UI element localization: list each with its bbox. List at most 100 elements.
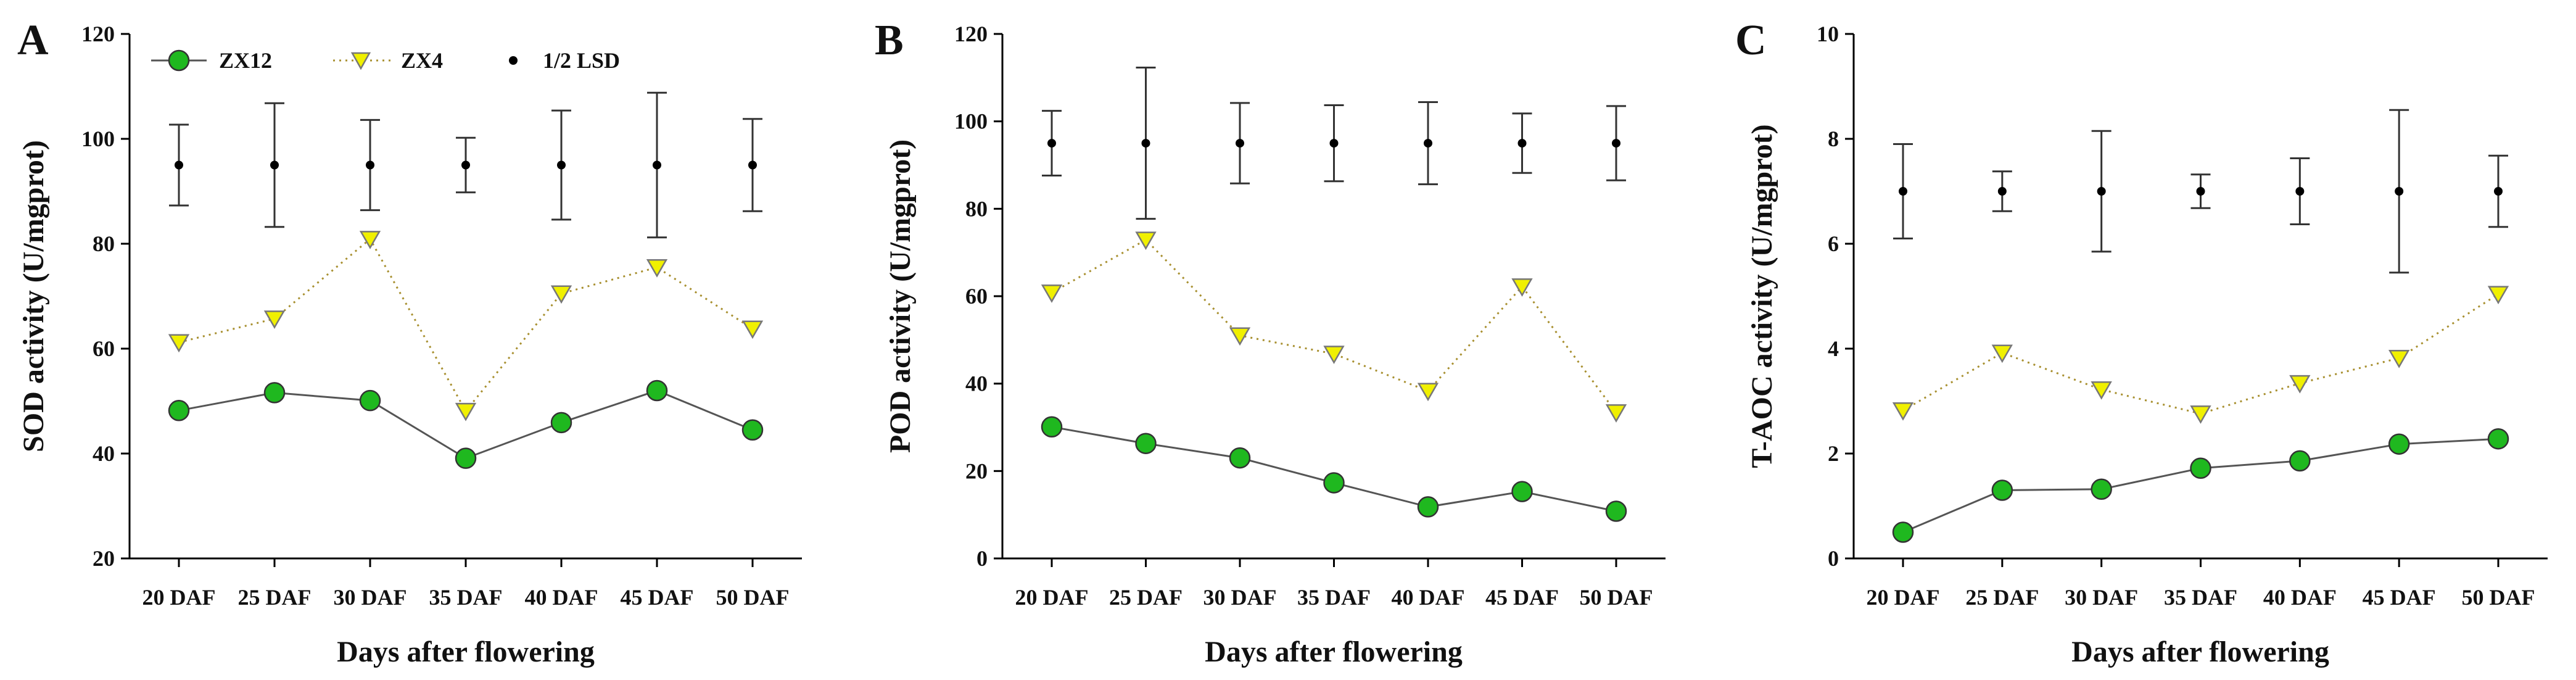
series-zx4-point <box>550 285 572 304</box>
y-tick-label: 120 <box>954 22 988 46</box>
lsd-point <box>1236 139 1244 148</box>
lsd-point <box>653 160 661 170</box>
x-tick-label: 50 DAF <box>1580 585 1653 610</box>
x-axis-title: Days after flowering <box>2071 636 2329 668</box>
series-zx12-point <box>1511 481 1533 502</box>
y-axis-title: T-AOC activity (U/mgprot) <box>1746 124 1778 468</box>
y-tick-label: 120 <box>81 22 115 46</box>
series-zx12-point <box>741 419 764 441</box>
legend-zx4-label: ZX4 <box>401 48 443 73</box>
y-tick-label: 4 <box>1828 336 1839 361</box>
x-tick-label: 25 DAF <box>238 585 312 610</box>
legend-zx12-marker <box>168 49 190 72</box>
series-zx4-line <box>178 238 753 413</box>
series-zx4-point <box>1511 278 1533 297</box>
y-tick-label: 40 <box>965 371 988 396</box>
x-tick-label: 35 DAF <box>1297 585 1371 610</box>
x-tick-label: 30 DAF <box>2065 585 2138 610</box>
series-zx4-point <box>263 310 286 330</box>
series-zx4-point <box>1135 231 1157 251</box>
y-tick-label: 20 <box>965 458 988 483</box>
lsd-point <box>2494 187 2503 196</box>
series-zx4-point <box>1041 284 1063 303</box>
lsd-point <box>2395 187 2404 196</box>
series-zx12-point <box>2487 428 2509 450</box>
x-axis-title: Days after flowering <box>1205 636 1463 668</box>
legend-lsd-marker <box>509 56 518 65</box>
lsd-point <box>1047 139 1056 148</box>
x-tick-label: 20 DAF <box>142 585 216 610</box>
series-zx4-point <box>1323 346 1345 365</box>
series-zx4-point <box>1892 402 1914 421</box>
series-zx12-line <box>1902 437 2499 533</box>
series-zx4-point <box>455 402 477 421</box>
series-zx12-point <box>2190 457 2211 479</box>
chart-panel-a: A 20 40 60 80 100 120 20 DAF 25 DAF 30 DAF 35 DAF 4… <box>17 17 802 668</box>
x-tick-label: 20 DAF <box>1015 585 1089 610</box>
series-zx4-point <box>2487 286 2509 305</box>
panel-letter: B <box>875 17 904 64</box>
lsd-point <box>1899 187 1907 196</box>
series-zx12-point <box>455 447 477 469</box>
x-axis-title: Days after flowering <box>337 636 595 668</box>
lsd-point <box>366 160 374 170</box>
series-zx4-line <box>1051 238 1617 413</box>
legend: ZX12 ZX4 1/2 LSD <box>151 48 620 73</box>
y-tick-label: 0 <box>1828 546 1839 571</box>
legend-zx4-marker <box>350 52 371 70</box>
series-zx4-point <box>646 259 668 278</box>
y-tick-label: 8 <box>1828 126 1839 151</box>
legend-zx12-label: ZX12 <box>219 48 272 73</box>
series-zx4-point <box>741 320 764 339</box>
x-tick-label: 50 DAF <box>716 585 790 610</box>
series-zx12-point <box>1135 433 1157 454</box>
x-tick-label: 25 DAF <box>1965 585 2039 610</box>
series-zx4-point <box>168 334 190 353</box>
lsd-point <box>557 160 566 170</box>
lsd-point <box>1424 139 1432 148</box>
series-zx4-point <box>1229 327 1251 346</box>
series-zx12-point <box>168 400 190 421</box>
panel-letter: C <box>1735 17 1767 64</box>
x-tick-label: 40 DAF <box>1392 585 1465 610</box>
y-axis-title: POD activity (U/mgprot) <box>884 139 917 453</box>
y-tick-label: 80 <box>93 231 115 256</box>
series-zx12-point <box>2091 478 2112 500</box>
y-tick-label: 60 <box>965 284 988 309</box>
series-zx12-point <box>646 379 668 402</box>
panel-letter: A <box>17 17 49 64</box>
y-tick-label: 2 <box>1828 441 1839 466</box>
series-zx12-point <box>1229 447 1251 469</box>
series-zx4-point <box>2388 350 2410 368</box>
x-tick-label: 30 DAF <box>334 585 407 610</box>
chart-panel-c: C 0 2 4 6 8 10 20 DAF 25 DAF 30 DAF 35 DAF 40 DAF 45… <box>1735 17 2548 668</box>
x-tick-label: 45 DAF <box>1485 585 1559 610</box>
series-zx12-point <box>2388 433 2410 455</box>
lsd-point <box>270 160 279 170</box>
x-tick-label: 35 DAF <box>429 585 503 610</box>
series-zx4-line <box>1902 293 2499 415</box>
series-zx12-point <box>2289 450 2311 472</box>
series-zx12-point <box>1991 479 2013 501</box>
y-axis-title: SOD activity (U/mgprot) <box>17 140 50 452</box>
y-tick-label: 0 <box>976 546 988 571</box>
y-tick-label: 40 <box>93 441 115 466</box>
series-zx4-point <box>1605 404 1627 423</box>
x-tick-label: 35 DAF <box>2164 585 2237 610</box>
y-tick-label: 6 <box>1828 231 1839 256</box>
lsd-point <box>1997 187 2007 196</box>
y-tick-label: 10 <box>1817 22 1839 46</box>
lsd-point <box>1329 139 1339 148</box>
y-tick-label: 20 <box>93 546 115 571</box>
series-zx4-point <box>2091 381 2112 400</box>
lsd-point <box>1517 139 1527 148</box>
chart-panel-b: B 0 20 40 60 80 100 120 20 DAF 25 DAF 30 DAF 35 DAF… <box>875 17 1666 668</box>
series-zx4-point <box>1991 344 2013 363</box>
x-tick-label: 50 DAF <box>2462 585 2535 610</box>
series-zx4-point <box>2190 405 2211 424</box>
x-tick-label: 40 DAF <box>525 585 598 610</box>
series-zx12-point <box>359 389 381 412</box>
x-tick-label: 45 DAF <box>2363 585 2436 610</box>
lsd-point <box>175 160 183 170</box>
